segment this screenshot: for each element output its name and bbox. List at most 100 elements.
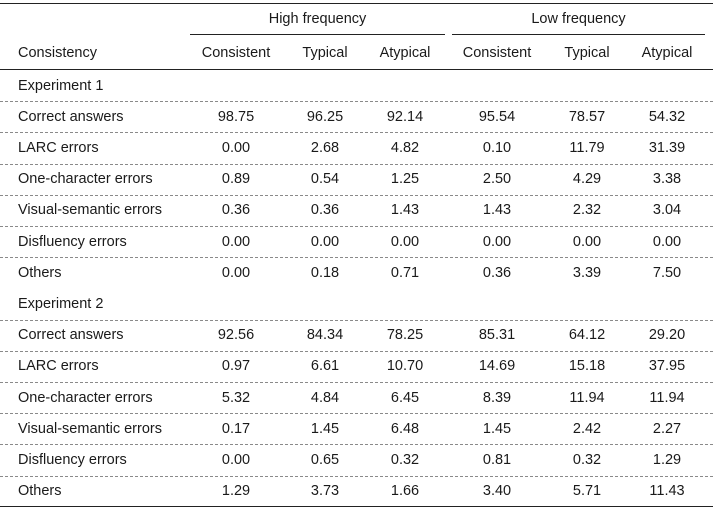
cell-value: 0.00 — [572, 233, 602, 250]
group-header: Low frequency — [531, 10, 626, 27]
cell-value: 0.00 — [482, 233, 512, 250]
cell-value: 0.32 — [572, 451, 602, 468]
column-header: Consistent — [201, 45, 271, 61]
row-label: One-character errors — [18, 389, 153, 406]
cell-value: 0.36 — [482, 264, 512, 281]
cell-value: 2.42 — [572, 420, 602, 437]
column-header-consistency: Consistency — [18, 45, 97, 61]
group-header-row: High frequency Low frequency — [0, 3, 713, 34]
cell-value: 3.04 — [652, 202, 682, 219]
row-label: One-character errors — [18, 171, 153, 188]
table-row: Correct answers 98.75 96.25 92.14 95.54 78.57… — [0, 101, 713, 132]
table-row: Visual-semantic errors 0.36 0.36 1.43 1.43 2.… — [0, 195, 713, 226]
table-row: Others 1.29 3.73 1.66 3.40 5.71 11.43 — [0, 476, 713, 507]
cell-value: 31.39 — [648, 139, 686, 156]
column-header: Typical — [564, 45, 610, 61]
column-header: Atypical — [641, 45, 693, 61]
cell-value: 0.89 — [221, 171, 251, 188]
cell-value: 84.34 — [306, 327, 344, 344]
row-label: Correct answers — [18, 327, 124, 344]
cell-value: 96.25 — [306, 108, 344, 125]
column-header-row: Consistency Consistent Typical Atypical Cons… — [0, 37, 713, 69]
row-divider — [0, 444, 713, 446]
cell-value: 15.18 — [568, 358, 606, 375]
cell-value: 85.31 — [478, 327, 516, 344]
row-label: Visual-semantic errors — [18, 420, 162, 437]
cell-value: 5.32 — [221, 389, 251, 406]
cell-value: 1.45 — [482, 420, 512, 437]
cell-value: 3.39 — [572, 264, 602, 281]
column-header: Atypical — [379, 45, 431, 61]
table-row: LARC errors 0.97 6.61 10.70 14.69 15.18 37.95 — [0, 351, 713, 382]
cell-value: 4.84 — [310, 389, 340, 406]
table-row: Visual-semantic errors 0.17 1.45 6.48 1.45 2.… — [0, 413, 713, 444]
cell-value: 1.45 — [310, 420, 340, 437]
row-divider — [0, 319, 713, 321]
row-label: Disfluency errors — [18, 233, 127, 250]
table-row: LARC errors 0.00 2.68 4.82 0.10 11.79 31.39 — [0, 132, 713, 163]
cell-value: 5.71 — [572, 483, 602, 500]
row-label: Others — [18, 483, 62, 500]
row-divider — [0, 350, 713, 352]
cell-value: 1.43 — [390, 202, 420, 219]
cell-value: 3.38 — [652, 171, 682, 188]
cell-value: 0.10 — [482, 139, 512, 156]
cell-value: 8.39 — [482, 389, 512, 406]
table-row: Disfluency errors 0.00 0.65 0.32 0.81 0.32 1.2… — [0, 444, 713, 475]
row-divider — [0, 101, 713, 103]
cell-value: 78.57 — [568, 108, 606, 125]
row-divider — [0, 475, 713, 477]
table-row: Correct answers 92.56 84.34 78.25 85.31 64.12… — [0, 320, 713, 351]
row-label: LARC errors — [18, 358, 99, 375]
cell-value: 1.29 — [221, 483, 251, 500]
table-top-rule — [0, 3, 713, 4]
cell-value: 29.20 — [648, 327, 686, 344]
group-underline — [452, 34, 705, 35]
section-title: Experiment 2 — [18, 295, 104, 312]
column-header: Typical — [302, 45, 348, 61]
cell-value: 3.40 — [482, 483, 512, 500]
cell-value: 0.00 — [221, 139, 251, 156]
cell-value: 11.94 — [649, 389, 685, 406]
cell-value: 0.00 — [390, 233, 420, 250]
cell-value: 95.54 — [478, 108, 516, 125]
cell-value: 0.65 — [310, 451, 340, 468]
group-header: High frequency — [268, 10, 367, 27]
cell-value: 10.70 — [386, 358, 424, 375]
cell-value: 0.36 — [310, 202, 340, 219]
row-label: Correct answers — [18, 108, 124, 125]
cell-value: 0.00 — [221, 451, 251, 468]
cell-value: 1.43 — [482, 202, 512, 219]
cell-value: 6.48 — [390, 420, 420, 437]
table-row: Others 0.00 0.18 0.71 0.36 3.39 7.50 — [0, 257, 713, 288]
cell-value: 2.32 — [572, 202, 602, 219]
cell-value: 92.14 — [386, 108, 424, 125]
cell-value: 0.17 — [221, 420, 251, 437]
group-underline — [190, 34, 445, 35]
cell-value: 0.36 — [221, 202, 251, 219]
cell-value: 0.71 — [390, 264, 420, 281]
cell-value: 98.75 — [217, 108, 255, 125]
cell-value: 0.00 — [652, 233, 682, 250]
section-title-row: Experiment 1 — [0, 70, 713, 101]
row-label: Others — [18, 264, 62, 281]
cell-value: 0.54 — [310, 171, 340, 188]
cell-value: 0.81 — [482, 451, 512, 468]
row-divider — [0, 226, 713, 227]
row-divider — [0, 413, 713, 415]
cell-value: 0.00 — [221, 233, 251, 250]
cell-value: 11.94 — [569, 389, 605, 406]
table-row: One-character errors 0.89 0.54 1.25 2.50 4.29… — [0, 164, 713, 195]
cell-value: 3.73 — [310, 483, 340, 500]
row-divider — [0, 163, 713, 165]
row-label: LARC errors — [18, 139, 99, 156]
row-divider — [0, 194, 713, 196]
row-label: Visual-semantic errors — [18, 202, 162, 219]
cell-value: 1.25 — [390, 171, 420, 188]
cell-value: 14.69 — [478, 358, 516, 375]
table-row: One-character errors 5.32 4.84 6.45 8.39 11.9… — [0, 382, 713, 413]
row-divider — [0, 132, 713, 134]
header-bottom-rule — [0, 69, 713, 70]
cell-value: 54.32 — [648, 108, 686, 125]
